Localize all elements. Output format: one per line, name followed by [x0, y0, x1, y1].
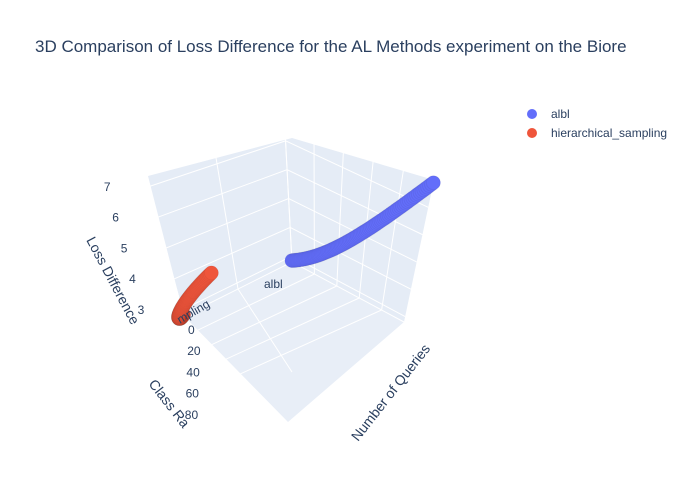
floor-plane	[184, 262, 404, 422]
x-tick-label-3: 60	[186, 387, 200, 401]
series-albl	[284, 175, 441, 269]
point-albl-100	[425, 175, 441, 191]
series-hierarchical-sampling	[171, 265, 219, 326]
legend-label-albl[interactable]: albl	[551, 107, 570, 121]
series-layer	[171, 175, 441, 326]
x-tick-label-1: 20	[187, 344, 201, 358]
chart-title: 3D Comparison of Loss Difference for the…	[35, 37, 627, 56]
legend-label-hierarchical-sampling[interactable]: hierarchical_sampling	[551, 126, 667, 140]
y-tick-label-0: albl	[264, 277, 283, 291]
x-tick-label-4: 80	[185, 408, 199, 422]
y-gridline-1	[211, 133, 293, 373]
back-left-wall	[148, 138, 292, 316]
legend-marker-hierarchical-sampling[interactable]	[527, 128, 537, 138]
legend-marker-albl[interactable]	[527, 109, 537, 119]
z-tick-label-2: 5	[121, 241, 128, 255]
x-tick-label-2: 40	[186, 365, 200, 379]
legend[interactable]: albl hierarchical_sampling	[527, 107, 667, 140]
x-tick-label-0: 0	[188, 323, 195, 337]
z-tick-label-4: 7	[104, 180, 111, 194]
z-tick-label-3: 6	[112, 211, 119, 225]
y-axis-title: Class Ra	[146, 376, 194, 431]
z-tick-label-1: 4	[129, 272, 136, 286]
z-tick-label-0: 3	[138, 303, 145, 317]
point-hierarchical-sampling-100	[203, 265, 219, 281]
title-group: 3D Comparison of Loss Difference for the…	[35, 37, 627, 56]
